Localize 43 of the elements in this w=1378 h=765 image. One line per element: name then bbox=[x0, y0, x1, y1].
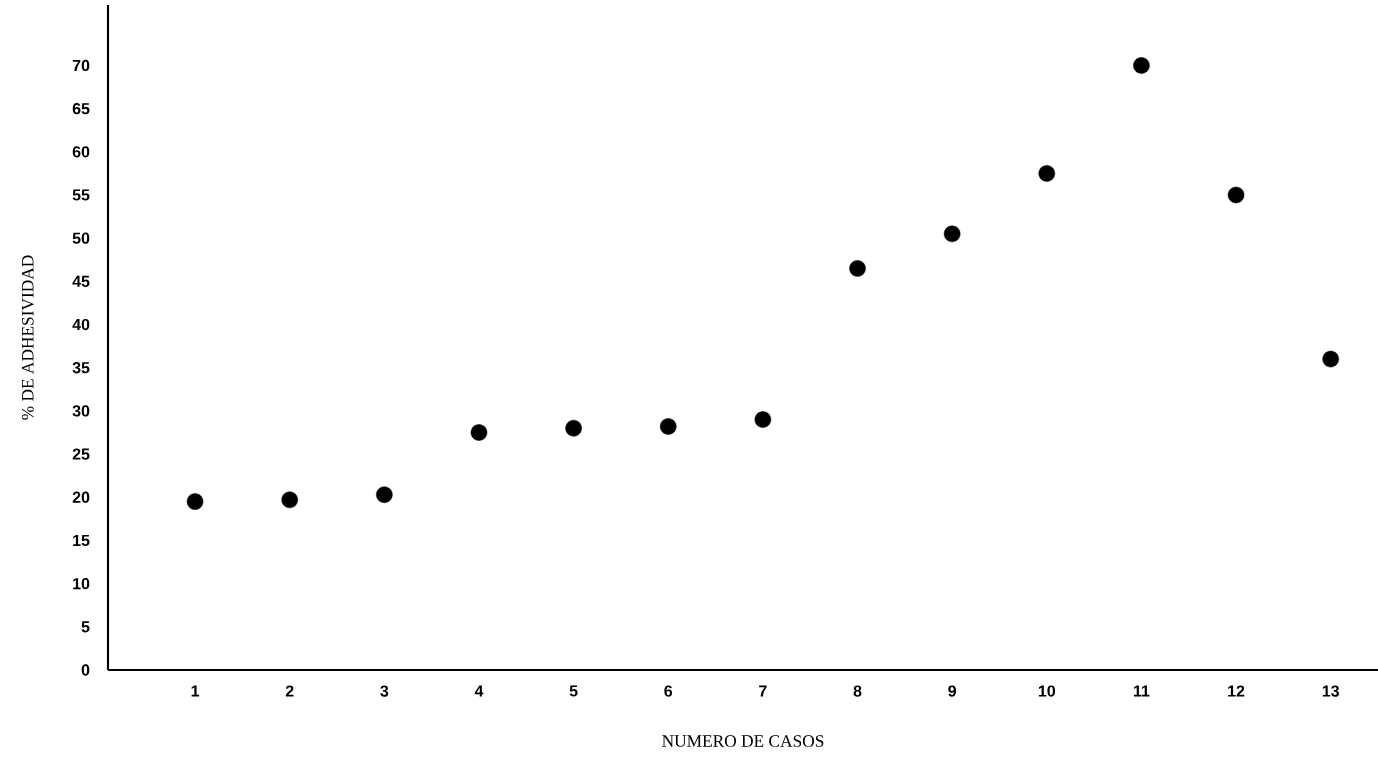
y-tick-label: 70 bbox=[72, 59, 90, 72]
point bbox=[376, 486, 393, 503]
y-tick-label: 50 bbox=[72, 232, 90, 244]
y-tick-label: 55 bbox=[72, 189, 90, 201]
point bbox=[565, 419, 582, 437]
y-axis-title: % DE ADHESIVIDAD bbox=[21, 255, 34, 420]
x-tick-label: 6 bbox=[664, 685, 673, 697]
point bbox=[1322, 350, 1339, 368]
x-tick-label: 10 bbox=[1038, 685, 1056, 697]
point bbox=[1038, 165, 1056, 182]
x-tick-label: 3 bbox=[380, 685, 389, 697]
x-tick-label: 1 bbox=[191, 685, 200, 697]
y-tick-label: 35 bbox=[72, 362, 90, 374]
x-tick-label: 13 bbox=[1322, 685, 1340, 697]
x-tick-label: 2 bbox=[285, 685, 294, 697]
point bbox=[943, 225, 961, 243]
y-tick-label: 30 bbox=[72, 405, 90, 417]
x-tick-label: 8 bbox=[853, 685, 862, 697]
x-tick-label: 11 bbox=[1133, 685, 1150, 697]
x-tick-label: 7 bbox=[759, 685, 767, 697]
y-tick-label: 0 bbox=[81, 664, 90, 676]
y-tick-label: 40 bbox=[72, 318, 90, 331]
x-tick-label: 4 bbox=[474, 685, 484, 697]
y-tick-label: 5 bbox=[81, 621, 90, 633]
y-tick-label: 20 bbox=[72, 491, 90, 503]
point bbox=[659, 418, 677, 435]
x-tick-label: 12 bbox=[1228, 685, 1245, 697]
y-tick-label: 65 bbox=[72, 102, 90, 115]
point bbox=[1227, 186, 1245, 204]
y-tick-label: 45 bbox=[72, 275, 90, 287]
y-tick-label: 15 bbox=[73, 534, 90, 547]
x-tick-label: 5 bbox=[569, 685, 578, 697]
point bbox=[186, 493, 204, 510]
y-tick-label: 60 bbox=[72, 146, 90, 158]
point bbox=[849, 260, 866, 277]
y-tick-label: 10 bbox=[73, 577, 90, 590]
point bbox=[1133, 57, 1150, 74]
x-axis-title: NUMERO DE CASOS bbox=[662, 735, 824, 747]
point bbox=[470, 424, 488, 441]
x-tick-label: 9 bbox=[948, 685, 956, 697]
point bbox=[281, 491, 298, 509]
y-tick-label: 25 bbox=[72, 448, 90, 460]
point bbox=[754, 411, 772, 428]
